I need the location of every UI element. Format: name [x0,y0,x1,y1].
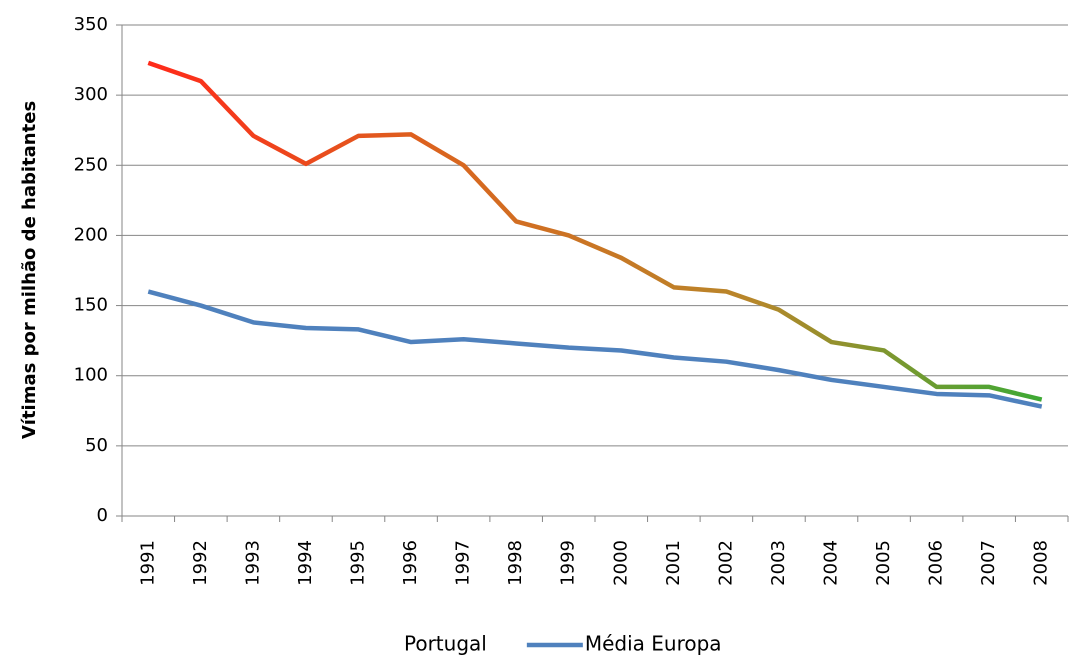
x-tick-label: 2001 [663,540,684,586]
series-line [147,289,1043,409]
x-tick-label: 1992 [190,540,211,586]
y-tick-label: 350 [74,14,108,35]
x-tick-label: 1994 [295,540,316,586]
y-tick-label: 100 [74,365,108,386]
x-tick-label: 2005 [873,540,894,586]
x-tick-label: 2008 [1031,540,1052,586]
y-tick-label: 50 [85,435,108,456]
x-tick-label: 1995 [348,540,369,586]
legend-label: Portugal [404,632,487,656]
y-tick-label: 250 [74,154,108,175]
x-tick-label: 2002 [715,540,736,586]
x-tick-label: 1998 [505,540,526,586]
x-tick-label: 1991 [137,540,158,586]
x-tick-label: 1996 [400,540,421,586]
x-tick-label: 2000 [610,540,631,586]
x-tick-label: 1993 [242,540,263,586]
y-tick-label: 0 [97,505,108,526]
x-tick-label: 2003 [768,540,789,586]
x-tick-label: 2004 [821,540,842,586]
legend-label: Média Europa [585,632,722,656]
y-tick-label: 300 [74,84,108,105]
series-line [147,60,1043,402]
x-tick-label: 1999 [558,540,579,586]
x-tick-label: 2006 [926,540,947,586]
x-tick-label: 1997 [453,540,474,586]
y-axis-title: Vítimas por milhão de habitantes [19,101,40,439]
x-tick-label: 2007 [978,540,999,586]
y-tick-label: 200 [74,224,108,245]
y-tick-label: 150 [74,295,108,316]
